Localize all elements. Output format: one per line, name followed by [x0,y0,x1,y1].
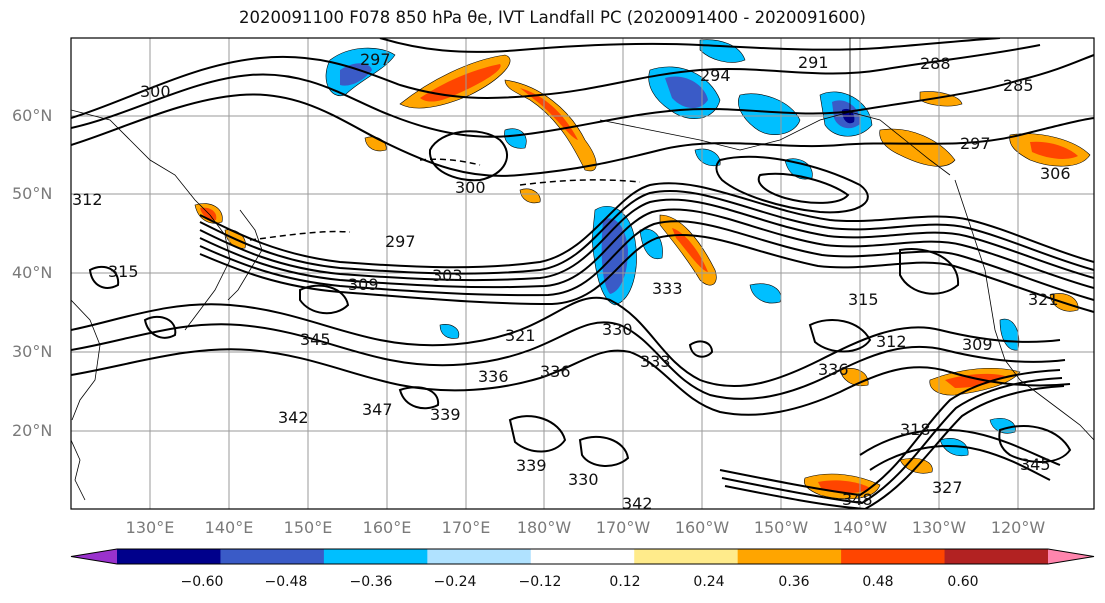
lat-label-20n: 20°N [12,421,53,440]
contour-label: 321 [505,326,536,345]
lon-label-130e: 130°E [125,518,175,537]
colorbar-segment [737,549,842,564]
contour-label: 303 [432,266,463,285]
lon-label-140w: 140°W [832,518,888,537]
contour-label: 291 [798,53,829,72]
contour-label: 345 [300,330,331,349]
contour-label: 297 [360,50,391,69]
figure-title: 2020091100 F078 850 hPa θe, IVT Landfall… [239,8,866,27]
lon-label-170e: 170°E [441,518,491,537]
colorbar-segment [944,549,1049,564]
contour-label: 336 [818,360,849,379]
colorbar-outline [70,548,1095,565]
lon-label-140e: 140°E [204,518,254,537]
contour-label: 345 [1020,455,1051,474]
contour-label: 327 [932,478,963,497]
contour-label: 300 [455,178,486,197]
colorbar-segment [323,549,428,564]
contour-label: 300 [140,82,171,101]
contour-label: 285 [1003,76,1034,95]
plot-frame [70,37,1095,510]
lat-label-60n: 60°N [12,106,53,125]
lon-label-150w: 150°W [753,518,809,537]
contour-label: 333 [652,279,683,298]
lat-label-40n: 40°N [12,263,53,282]
lon-label-160e: 160°E [362,518,412,537]
colorbar-segment [117,549,221,564]
contour-label: 330 [602,320,633,339]
contour-label: 321 [1028,290,1059,309]
colorbar-tick: −0.36 [349,574,393,590]
contour-label: 315 [848,290,879,309]
colorbar-segment [427,549,532,564]
contour-label: 318 [900,420,931,439]
contour-label: 288 [920,54,951,73]
contour-label: 339 [430,405,461,424]
colorbar-tick: −0.48 [264,574,308,590]
contour-label: 333 [640,352,671,371]
contour-label: 309 [962,335,993,354]
contour-label: 294 [700,66,731,85]
colorbar-segment [530,549,635,564]
contour-label: 306 [1040,164,1071,183]
coastlines [71,38,1094,501]
contour-label: 348 [842,490,873,509]
lat-label-30n: 30°N [12,342,53,361]
contour-label: 342 [278,408,309,427]
lon-label-150e: 150°E [283,518,333,537]
contour-label: 336 [540,362,571,381]
colorbar-extend-high [1048,549,1094,564]
contour-label: 312 [876,332,907,351]
colorbar-segment [841,549,946,564]
gridlines [71,38,1094,509]
colorbar-tick: 0.12 [609,574,641,590]
lon-label-130w: 130°W [911,518,967,537]
lon-label-120w: 120°W [990,518,1046,537]
theta-e-contours [71,38,1094,509]
contour-label: 330 [568,470,599,489]
dashed-contours [249,158,641,241]
contour-label: 339 [516,456,547,475]
colorbar-tick: 0.36 [778,574,810,590]
contour-label: 342 [622,494,653,513]
contour-label: 315 [108,262,139,281]
colorbar-tick: 0.48 [862,574,894,590]
colorbar-segment [634,549,739,564]
contour-label: 347 [362,400,393,419]
lon-label-180w: 180°W [516,518,572,537]
colorbar-tick: 0.60 [947,574,979,590]
lon-label-170w: 170°W [595,518,651,537]
colorbar-segment [220,549,325,564]
colorbar-extend-low [71,549,117,564]
lon-label-160w: 160°W [674,518,730,537]
contour-label: 297 [385,232,416,251]
colorbar-tick: −0.24 [433,574,477,590]
contour-label: 297 [960,134,991,153]
lat-label-50n: 50°N [12,184,53,203]
colorbar-tick: −0.12 [518,574,562,590]
colorbar-tick: 0.24 [693,574,725,590]
contour-label: 309 [348,275,379,294]
contour-label: 312 [72,190,103,209]
colorbar [70,548,1095,565]
contour-label: 336 [478,367,509,386]
colorbar-tick: −0.60 [180,574,224,590]
